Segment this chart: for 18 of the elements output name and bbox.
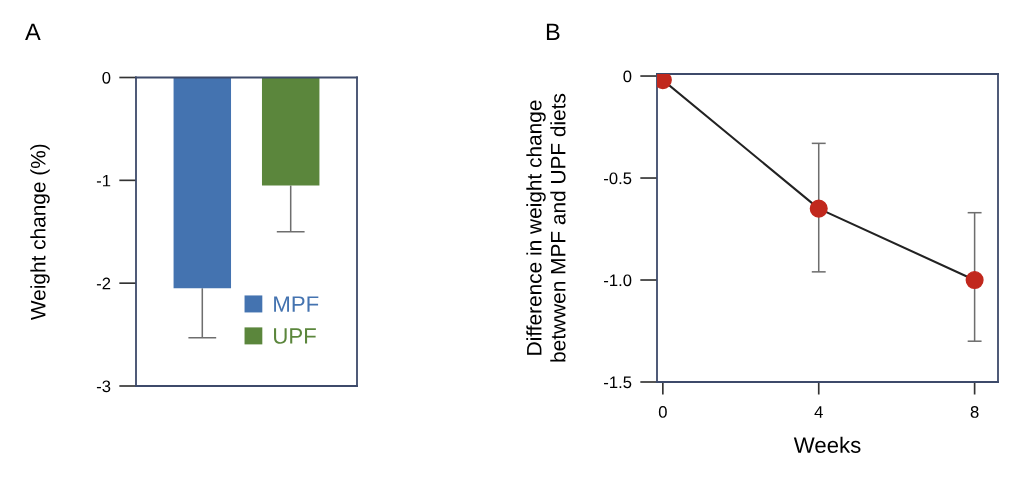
x-axis-title: Weeks — [793, 436, 861, 453]
y-tick-label: -3 — [96, 380, 111, 393]
y-axis-title: Weight change (%) — [30, 144, 50, 321]
chart-title: A — [25, 23, 41, 40]
legend-label: MPF — [274, 296, 319, 312]
y-tick-label: -1.5 — [604, 376, 632, 389]
y-tick-label: -1 — [96, 174, 111, 187]
y-tick-label: -2 — [96, 277, 111, 290]
x-tick-label: 8 — [970, 406, 979, 418]
y-tick-label: -0.5 — [604, 172, 632, 185]
x-tick-label: 4 — [814, 406, 823, 418]
legend-label: UPF — [274, 328, 316, 344]
y-tick-label: -1.0 — [604, 274, 632, 287]
chart-title: B — [546, 23, 560, 40]
y-tick-label: 0 — [623, 70, 632, 83]
y-axis-title: Difference in weight change betwwen MPF and UPF diets — [526, 93, 566, 362]
y-tick-label: 0 — [102, 71, 111, 84]
x-tick-label: 0 — [658, 406, 667, 418]
